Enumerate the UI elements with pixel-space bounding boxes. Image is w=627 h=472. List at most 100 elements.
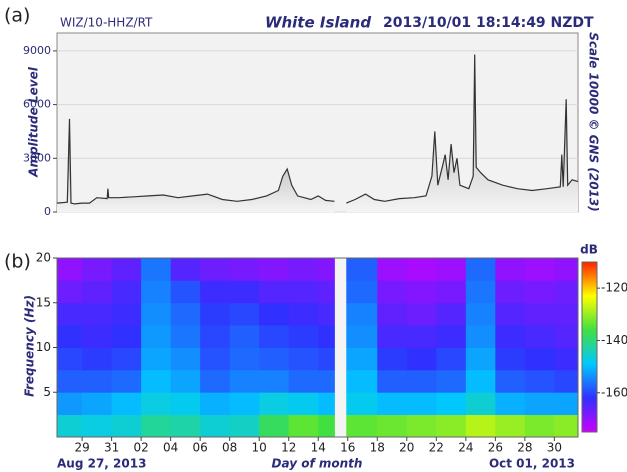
spectrogram-cell	[525, 258, 555, 281]
end-date: Oct 01, 2013	[489, 457, 575, 471]
x-tick-label: 14	[311, 441, 326, 455]
spectrogram-cell	[259, 415, 289, 438]
spectrogram-cell	[171, 392, 201, 415]
colorbar-tick-label: -160	[601, 385, 627, 399]
spectrogram-cell	[112, 303, 142, 326]
x-axis-label: Day of month	[272, 457, 363, 471]
spectrogram-cell	[436, 392, 466, 415]
spectrogram-cell	[466, 325, 496, 348]
spectrogram-cell	[495, 325, 525, 348]
x-tick-label: 06	[193, 441, 208, 455]
spectrogram-cell	[82, 258, 112, 281]
x-tick-label: 31	[104, 441, 119, 455]
y-tick-label: 15	[36, 295, 51, 309]
spectrogram-cell	[495, 280, 525, 303]
spectrogram-cell	[436, 258, 466, 281]
spectrogram-cell	[141, 370, 171, 393]
x-tick-label: 22	[429, 441, 444, 455]
spectrogram-cell	[57, 370, 82, 393]
spectrogram-cell	[436, 280, 466, 303]
spectrogram-cell	[57, 392, 82, 415]
spectrogram-cell	[57, 303, 82, 326]
x-tick-label: 28	[517, 441, 532, 455]
spectrogram-cell	[436, 348, 466, 371]
y-tick-label: 9000	[23, 44, 51, 57]
spectrogram-cell	[377, 415, 407, 438]
spectrogram-cell	[171, 303, 201, 326]
spectrogram-cell	[554, 348, 578, 371]
panel-label: (a)	[4, 5, 30, 27]
spectrogram-cell	[318, 258, 335, 281]
spectrogram-cell	[82, 392, 112, 415]
spectrogram-cell	[82, 348, 112, 371]
spectrogram-cell	[259, 303, 289, 326]
spectrogram-cell	[554, 370, 578, 393]
colorbar-tick-label: -140	[601, 333, 627, 347]
spectrogram-cell	[230, 415, 260, 438]
spectrogram-cell	[554, 415, 578, 438]
spectrogram-cell	[466, 348, 496, 371]
spectrogram-cell	[141, 258, 171, 281]
spectrogram-cell	[259, 370, 289, 393]
spectrogram-cell	[525, 392, 555, 415]
spectrogram-cell	[112, 370, 142, 393]
spectrogram-cell	[259, 348, 289, 371]
spectrogram-cell	[495, 348, 525, 371]
x-tick-label: 04	[163, 441, 178, 455]
spectrogram-cell	[525, 325, 555, 348]
spectrogram-cell	[289, 303, 319, 326]
spectrogram-cell	[289, 415, 319, 438]
x-tick-label: 02	[133, 441, 148, 455]
spectrogram-cell	[495, 303, 525, 326]
spectrogram-cell	[141, 348, 171, 371]
spectrogram-cell	[259, 280, 289, 303]
spectrogram-cell	[407, 415, 437, 438]
x-tick-label: 10	[252, 441, 267, 455]
spectrogram-cell	[377, 348, 407, 371]
colorbar-label: dB	[580, 243, 598, 257]
start-date: Aug 27, 2013	[57, 457, 146, 471]
x-tick-label: 30	[547, 441, 562, 455]
spectrogram-cell	[82, 370, 112, 393]
spectrogram-cell	[407, 280, 437, 303]
spectrogram-cell	[346, 415, 377, 438]
spectrogram-cell	[259, 258, 289, 281]
spectrogram-cell	[82, 303, 112, 326]
spectrogram-cell	[554, 280, 578, 303]
spectrogram-cell	[407, 325, 437, 348]
spectrogram-cell	[230, 392, 260, 415]
spectrogram-cell	[407, 258, 437, 281]
x-tick-label: 29	[74, 441, 89, 455]
spectrogram-cell	[289, 370, 319, 393]
spectrogram-cell	[230, 258, 260, 281]
station-label: WIZ/10-HHZ/RT	[60, 16, 153, 30]
spectrogram-cell	[346, 258, 377, 281]
spectrogram-cell	[200, 258, 230, 281]
spectrogram-cell	[259, 325, 289, 348]
spectrogram-cell	[346, 370, 377, 393]
spectrogram-cell	[318, 325, 335, 348]
spectrogram-cell	[346, 303, 377, 326]
spectrogram-cell	[289, 392, 319, 415]
spectrogram-cell	[141, 392, 171, 415]
spectrogram-cell	[171, 348, 201, 371]
spectrogram-cell	[289, 348, 319, 371]
spectrogram-cell	[407, 392, 437, 415]
spectrogram-cell	[554, 392, 578, 415]
spectrogram-cell	[436, 303, 466, 326]
spectrogram-cell	[141, 303, 171, 326]
spectrogram-cell	[259, 392, 289, 415]
spectrogram-cell	[377, 258, 407, 281]
y-tick-label: 5	[43, 385, 51, 399]
spectrogram-cell	[171, 370, 201, 393]
spectrogram-cell	[346, 392, 377, 415]
spectrogram-cell	[171, 258, 201, 281]
spectrogram-cell	[57, 258, 82, 281]
x-tick-label: 18	[370, 441, 385, 455]
spectrogram-cell	[318, 303, 335, 326]
spectrogram-cell	[57, 348, 82, 371]
spectrogram-cell	[112, 325, 142, 348]
spectrogram-cell	[200, 348, 230, 371]
spectrogram-cell	[377, 370, 407, 393]
spectrogram-cell	[377, 303, 407, 326]
